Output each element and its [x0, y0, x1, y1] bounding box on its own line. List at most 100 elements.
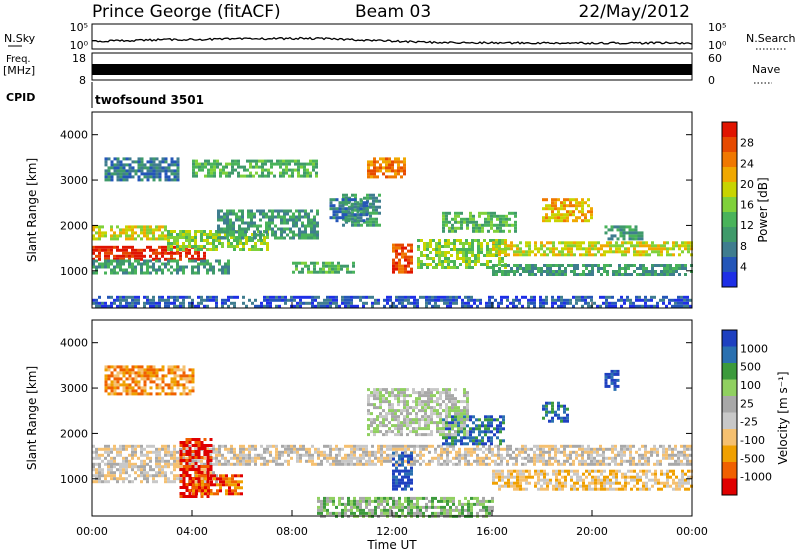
velocity-cell — [119, 447, 122, 451]
power-cell — [501, 241, 504, 245]
velocity-cell — [170, 383, 174, 387]
power-cell — [264, 159, 267, 163]
power-cell — [92, 228, 95, 232]
power-cell — [125, 254, 128, 258]
power-cell — [341, 207, 345, 211]
power-cell — [98, 254, 101, 258]
power-cell — [627, 241, 630, 245]
power-cell — [467, 298, 470, 302]
velocity-cell — [179, 486, 183, 489]
power-cell — [206, 242, 209, 245]
power-cell — [524, 295, 527, 299]
velocity-cell — [383, 450, 386, 454]
velocity-cell — [209, 477, 213, 480]
velocity-cell — [671, 447, 674, 451]
velocity-cell — [605, 447, 608, 451]
power-cell — [291, 159, 294, 163]
velocity-cell — [496, 436, 499, 440]
velocity-cell — [269, 459, 272, 463]
velocity-cell — [536, 456, 539, 460]
power-cell — [266, 242, 269, 245]
velocity-cell — [119, 471, 122, 475]
power-cell — [283, 221, 286, 225]
power-cell — [323, 298, 326, 302]
velocity-cell — [469, 439, 472, 443]
power-cell — [675, 264, 678, 267]
power-cell — [626, 298, 629, 302]
power-cell — [487, 211, 490, 215]
velocity-cell — [623, 444, 626, 448]
power-cell — [687, 250, 690, 254]
power-cell — [624, 250, 627, 254]
velocity-cell — [436, 409, 439, 413]
power-cell — [299, 298, 302, 302]
power-cell — [164, 301, 167, 305]
velocity-cell — [406, 433, 409, 437]
velocity-cell — [482, 459, 485, 463]
power-cell — [252, 165, 255, 169]
velocity-cell — [161, 471, 164, 475]
velocity-cell — [401, 478, 404, 482]
power-cell — [250, 236, 253, 240]
power-cell — [591, 253, 594, 257]
power-cell — [137, 298, 140, 302]
velocity-cell — [197, 450, 201, 453]
velocity-cell — [335, 453, 338, 457]
velocity-cell — [401, 444, 404, 448]
power-cell — [179, 248, 182, 251]
velocity-cell — [239, 456, 242, 460]
power-cell — [137, 225, 140, 229]
velocity-cell — [188, 462, 191, 466]
velocity-cell — [560, 462, 563, 466]
power-cell — [303, 162, 306, 166]
velocity-cell — [430, 430, 433, 434]
velocity-cell — [527, 459, 530, 463]
velocity-cell — [440, 456, 443, 460]
power-cell — [331, 270, 334, 274]
power-cell — [192, 162, 195, 166]
power-cell — [131, 271, 134, 275]
power-cell — [344, 198, 348, 202]
velocity-cell — [554, 410, 557, 414]
velocity-cell — [155, 453, 158, 457]
velocity-cell — [644, 450, 647, 454]
power-cell — [221, 265, 224, 269]
power-cell — [362, 201, 366, 205]
velocity-cell — [197, 459, 200, 463]
velocity-cell — [440, 444, 443, 448]
power-cell — [359, 198, 363, 202]
velocity-cell — [422, 444, 425, 448]
power-cell — [462, 242, 465, 245]
velocity-cell — [134, 374, 138, 378]
velocity-cell — [275, 447, 278, 451]
velocity-cell — [379, 397, 382, 401]
velocity-cell — [584, 462, 587, 466]
velocity-cell — [380, 450, 383, 454]
power-cell — [295, 261, 298, 265]
power-cell — [152, 234, 155, 238]
power-cell — [609, 247, 612, 251]
velocity-cell — [269, 453, 272, 457]
power-cell — [310, 233, 313, 237]
power-cell — [438, 260, 441, 263]
power-cell — [149, 225, 152, 229]
power-cell — [98, 228, 101, 232]
power-cell — [542, 216, 545, 220]
power-cell — [122, 262, 125, 266]
power-cell — [519, 273, 522, 276]
velocity-cell — [490, 424, 493, 428]
velocity-cell — [680, 459, 683, 463]
power-cell — [511, 223, 514, 227]
power-cell — [164, 237, 167, 241]
velocity-cell — [302, 447, 305, 451]
power-cell — [261, 171, 264, 175]
power-cell — [116, 234, 119, 238]
velocity-cell — [635, 462, 638, 466]
power-cell — [531, 267, 534, 270]
velocity-cell — [242, 456, 245, 460]
velocity-cell — [497, 456, 500, 460]
power-cell — [217, 215, 220, 219]
power-cell — [635, 298, 638, 302]
power-cell — [401, 255, 404, 259]
power-cell — [645, 241, 648, 245]
